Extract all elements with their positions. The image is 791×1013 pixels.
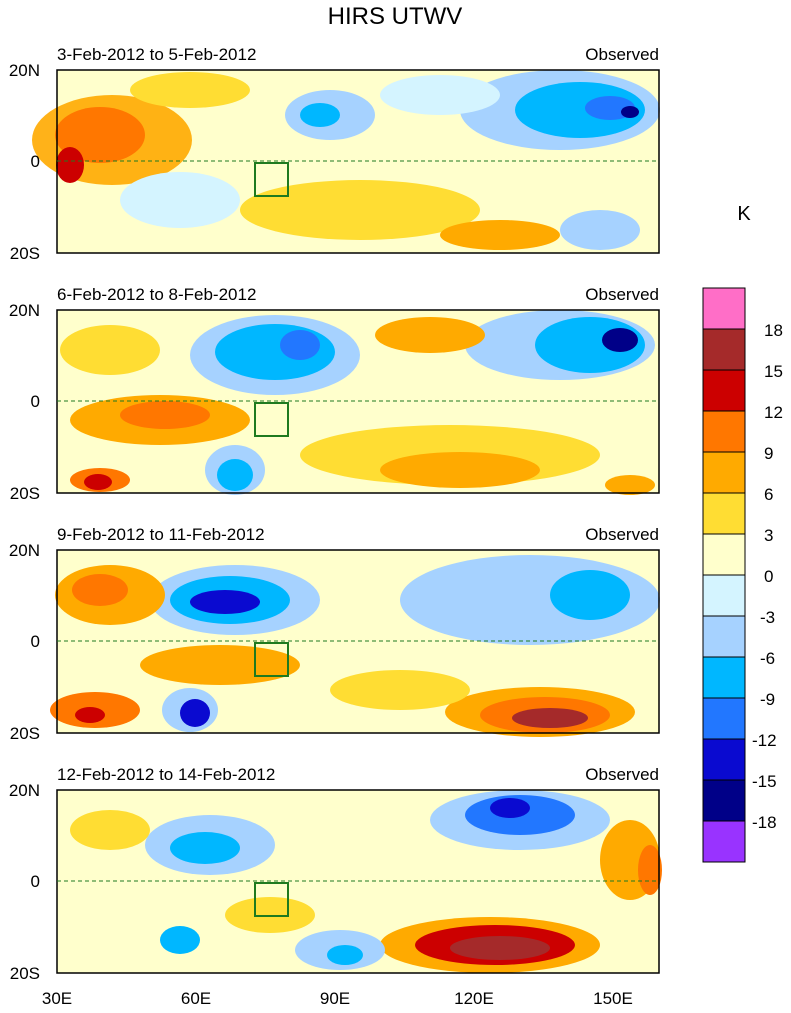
- lon-label: 30E: [42, 989, 72, 1008]
- colorbar-swatch: [702, 820, 746, 863]
- anomaly-field-4: [70, 790, 662, 973]
- lat-label: 20S: [10, 724, 40, 743]
- panel-3-tag: Observed: [585, 525, 659, 544]
- panel-4-tag: Observed: [585, 765, 659, 784]
- colorbar-unit: K: [737, 203, 751, 225]
- cbar-label: 18: [764, 321, 783, 340]
- colorbar-labels: 18 15 12 9 6 3 0 -3 -6 -9 -12 -15 -18: [752, 321, 783, 832]
- colorbar-swatch: [702, 492, 746, 535]
- map-panel-2: 6-Feb-2012 to 8-Feb-2012 Observed 20N 0 …: [9, 285, 660, 503]
- panel-3-lat-labels: 20N 0 20S: [9, 541, 40, 743]
- colorbar: K 18 15 12 9 6 3 0 -3 -6 -9 -12 -15 -18: [702, 203, 783, 863]
- study-box-3: [254, 642, 289, 677]
- cbar-label: 0: [764, 567, 773, 586]
- map-panel-4: 12-Feb-2012 to 14-Feb-2012 Observed 20N …: [9, 765, 662, 983]
- panel-2-tag: Observed: [585, 285, 659, 304]
- anomaly-field-2: [60, 310, 655, 495]
- lat-label: 20S: [10, 244, 40, 263]
- lat-label: 0: [31, 632, 40, 651]
- anomaly-field-1: [32, 70, 660, 250]
- cbar-label: 3: [764, 526, 773, 545]
- lat-label: 0: [31, 392, 40, 411]
- cbar-label: -3: [760, 608, 775, 627]
- anomaly-field-3: [50, 555, 660, 737]
- study-box-1: [254, 162, 289, 197]
- cbar-label: 15: [764, 362, 783, 381]
- panel-1-lat-labels: 20N 0 20S: [9, 61, 40, 263]
- map-panel-3: 9-Feb-2012 to 11-Feb-2012 Observed 20N 0…: [9, 525, 660, 743]
- colorbar-swatches: [702, 287, 746, 863]
- panel-2-lat-labels: 20N 0 20S: [9, 301, 40, 503]
- colorbar-swatch: [702, 656, 746, 699]
- panel-1-tag: Observed: [585, 45, 659, 64]
- lat-label: 20N: [9, 781, 40, 800]
- lat-label: 20S: [10, 964, 40, 983]
- lat-label: 20N: [9, 61, 40, 80]
- cbar-label: -15: [752, 772, 777, 791]
- lat-label: 0: [31, 872, 40, 891]
- panel-4-date: 12-Feb-2012 to 14-Feb-2012: [57, 765, 275, 784]
- colorbar-swatch: [702, 410, 746, 453]
- colorbar-swatch: [702, 369, 746, 412]
- lat-label: 0: [31, 152, 40, 171]
- study-box-4: [254, 882, 289, 917]
- lat-label: 20N: [9, 301, 40, 320]
- lon-label: 120E: [454, 989, 494, 1008]
- lon-label: 150E: [593, 989, 633, 1008]
- panel-2-date: 6-Feb-2012 to 8-Feb-2012: [57, 285, 256, 304]
- cbar-label: -18: [752, 813, 777, 832]
- cbar-label: 6: [764, 485, 773, 504]
- panel-4-lat-labels: 20N 0 20S: [9, 781, 40, 983]
- colorbar-swatch: [702, 615, 746, 658]
- colorbar-swatch: [702, 533, 746, 576]
- colorbar-swatch: [702, 697, 746, 740]
- figure-title: HIRS UTWV: [328, 3, 463, 30]
- lat-label: 20N: [9, 541, 40, 560]
- colorbar-swatch: [702, 451, 746, 494]
- colorbar-swatch: [702, 574, 746, 617]
- panel-3-date: 9-Feb-2012 to 11-Feb-2012: [57, 525, 265, 544]
- lat-label: 20S: [10, 484, 40, 503]
- cbar-label: -6: [760, 649, 775, 668]
- cbar-label: -9: [760, 690, 775, 709]
- lon-labels: 30E 60E 90E 120E 150E: [42, 989, 633, 1008]
- colorbar-swatch: [702, 779, 746, 822]
- lon-label: 90E: [320, 989, 350, 1008]
- cbar-label: -12: [752, 731, 777, 750]
- colorbar-swatch: [702, 287, 746, 330]
- colorbar-swatch: [702, 738, 746, 781]
- lon-label: 60E: [181, 989, 211, 1008]
- cbar-label: 12: [764, 403, 783, 422]
- colorbar-swatch: [702, 328, 746, 371]
- map-panel-1: 3-Feb-2012 to 5-Feb-2012 Observed 20N 0 …: [9, 45, 660, 263]
- study-box-2: [254, 402, 289, 437]
- panel-1-date: 3-Feb-2012 to 5-Feb-2012: [57, 45, 256, 64]
- cbar-label: 9: [764, 444, 773, 463]
